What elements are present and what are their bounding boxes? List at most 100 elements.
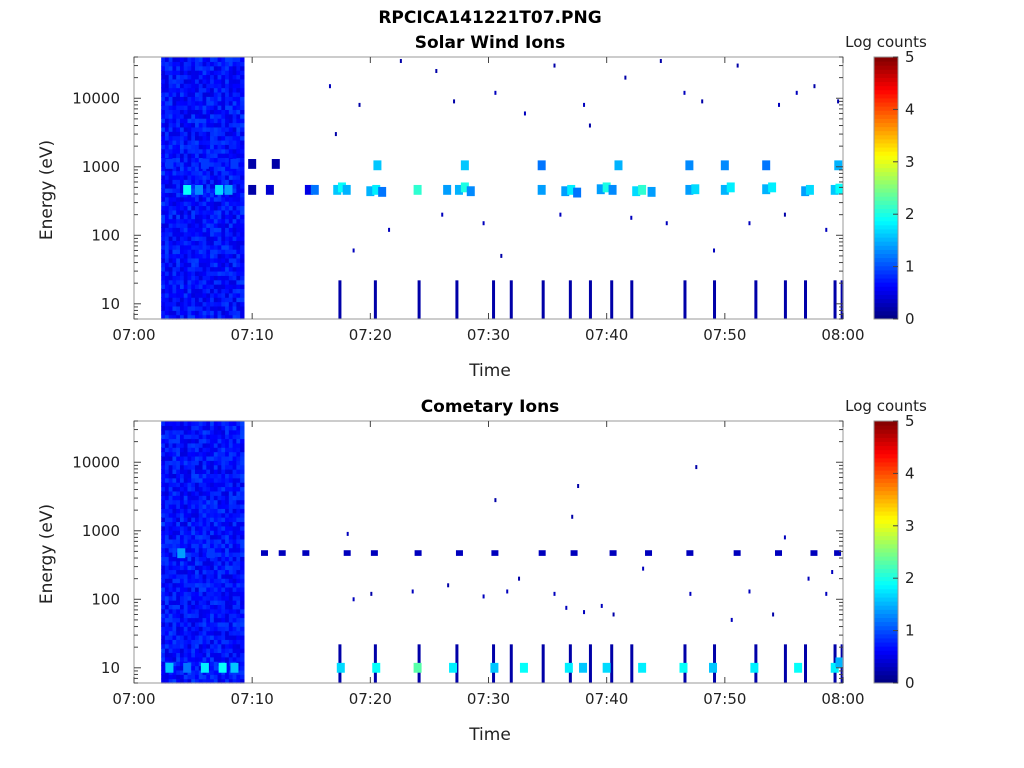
heatmap-cell	[168, 148, 174, 154]
heatmap-cell	[202, 292, 207, 298]
heatmap-cell	[213, 170, 219, 176]
heatmap-cell	[236, 161, 241, 167]
heatmap-cell	[202, 447, 207, 453]
heatmap-cell	[217, 490, 222, 496]
heatmap-cell	[179, 196, 185, 202]
heatmap-cell	[172, 201, 177, 207]
heatmap-cell	[198, 425, 204, 431]
heatmap-cell	[179, 556, 185, 562]
heatmap-cell	[191, 305, 196, 311]
heatmap-cell	[225, 161, 230, 167]
heatmap-cell	[187, 460, 192, 466]
heatmap-cell	[210, 292, 215, 298]
heatmap-cell	[168, 105, 174, 110]
heatmap-cell	[179, 105, 185, 110]
colorbar-tick-label: 5	[905, 412, 915, 430]
heatmap-cell	[224, 184, 233, 195]
heatmap-cell	[200, 662, 209, 673]
heatmap-cell	[225, 205, 230, 211]
heatmap-cell	[228, 240, 234, 246]
heatmap-cell	[187, 512, 192, 518]
heatmap-cell	[225, 455, 230, 461]
heatmap-cell	[172, 538, 177, 544]
colorbar-segment	[874, 310, 898, 316]
heatmap-cell	[225, 301, 230, 307]
heatmap-cell	[195, 665, 200, 671]
heatmap-cell	[206, 473, 211, 479]
heatmap-cell	[240, 148, 245, 154]
heatmap-cell	[236, 634, 241, 640]
heatmap-cell	[210, 517, 215, 523]
heatmap-cell	[172, 530, 177, 536]
heatmap-cell	[232, 560, 237, 566]
heatmap-cell	[179, 240, 185, 246]
ion-track	[491, 550, 499, 556]
heatmap-cell	[195, 166, 200, 172]
heatmap-cell	[161, 266, 166, 272]
heatmap-cell	[176, 661, 181, 667]
heatmap-cell	[210, 669, 215, 675]
heatmap-cell	[168, 486, 174, 492]
count-point	[736, 63, 739, 68]
heatmap-cell	[228, 236, 234, 241]
heatmap-cell	[183, 166, 189, 172]
heatmap-cell	[202, 257, 207, 263]
heatmap-cell	[179, 495, 185, 501]
heatmap-cell	[161, 153, 166, 159]
heatmap-cell	[187, 139, 192, 145]
heatmap-cell	[240, 578, 245, 584]
heatmap-cell	[210, 482, 215, 488]
heatmap-cell	[228, 508, 234, 514]
heatmap-cell	[164, 122, 170, 128]
heatmap-cell	[191, 135, 196, 141]
heatmap-cell	[161, 292, 166, 298]
heatmap-cell	[191, 91, 196, 97]
heatmap-cell	[176, 455, 181, 461]
heatmap-cell	[168, 113, 174, 119]
heatmap-cell	[236, 113, 241, 119]
heatmap-cell	[236, 205, 241, 211]
heatmap-cell	[206, 153, 211, 159]
heatmap-cell	[164, 639, 170, 645]
heatmap-cell	[221, 310, 226, 316]
heatmap-cell	[179, 74, 185, 80]
colorbar-segment	[874, 666, 898, 672]
heatmap-cell	[172, 218, 177, 224]
heatmap-cell	[164, 482, 170, 488]
colorbar-tick-label: 2	[905, 569, 915, 587]
heatmap-cell	[191, 534, 196, 540]
heatmap-cell	[198, 517, 204, 523]
heatmap-cell	[164, 508, 170, 514]
heatmap-cell	[168, 678, 174, 684]
heatmap-cell	[179, 227, 185, 233]
heatmap-cell	[225, 613, 230, 619]
heatmap-cell	[240, 617, 245, 623]
heatmap-cell	[172, 560, 177, 566]
heatmap-cell	[221, 582, 226, 588]
heatmap-cell	[202, 674, 207, 680]
heatmap-cell	[183, 231, 189, 237]
heatmap-cell	[228, 499, 234, 505]
heatmap-cell	[195, 109, 200, 115]
heatmap-cell	[213, 534, 219, 540]
heatmap-cell	[232, 279, 237, 285]
heatmap-cell	[240, 499, 245, 505]
heatmap-cell	[228, 648, 234, 654]
heatmap-cell	[195, 214, 200, 220]
heatmap-cell	[161, 61, 166, 67]
heatmap-cell	[198, 560, 204, 566]
colorbar-segment	[874, 192, 898, 197]
heatmap-cell	[217, 547, 222, 553]
heatmap-cell	[191, 78, 196, 84]
heatmap-cell	[161, 113, 166, 119]
heatmap-cell	[191, 183, 196, 189]
heatmap-cell	[172, 222, 177, 228]
heatmap-cell	[221, 105, 226, 110]
heatmap-cell	[202, 118, 207, 124]
heatmap-cell	[217, 270, 222, 276]
heatmap-cell	[221, 490, 226, 496]
heatmap-cell	[179, 447, 185, 453]
heatmap-cell	[183, 490, 189, 496]
heatmap-cell	[228, 421, 234, 426]
heatmap-cell	[168, 499, 174, 505]
